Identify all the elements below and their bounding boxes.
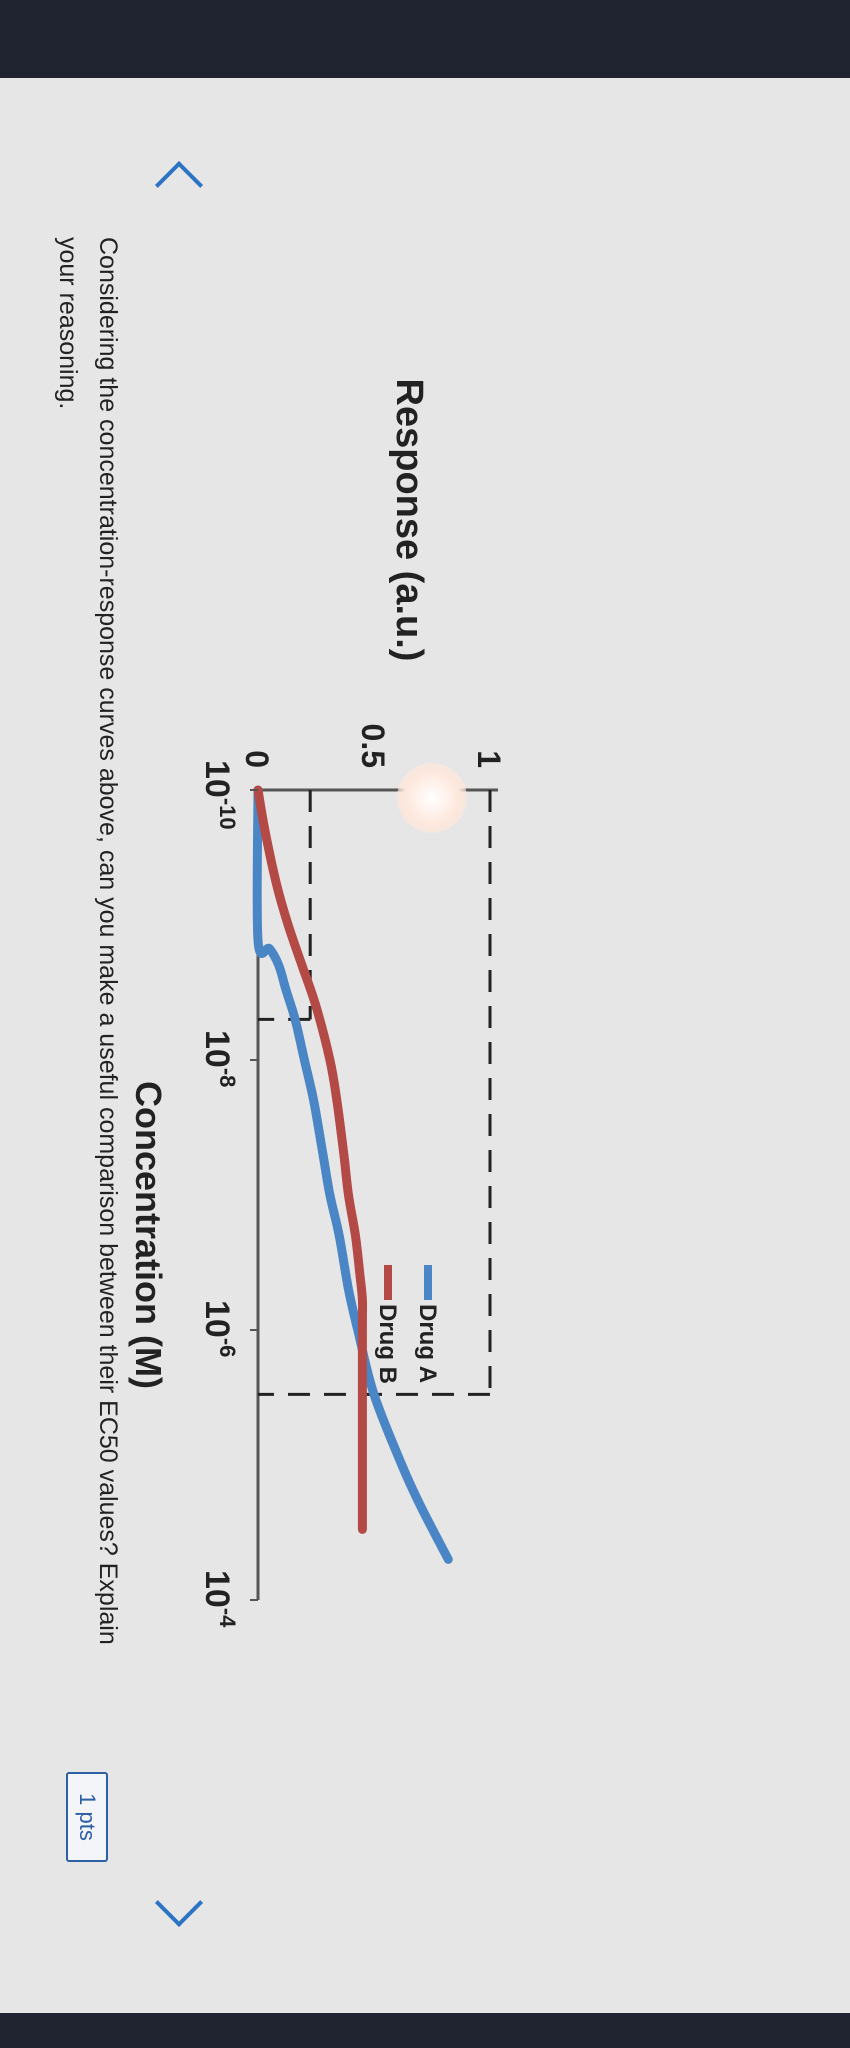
y-tick-label: 1 bbox=[471, 750, 507, 768]
next-question-button[interactable] bbox=[150, 1878, 210, 1940]
chart-ticks: 10-10 10-8 10-6 10-4 0 0.5 1 Concentration (M) R… bbox=[128, 379, 507, 1629]
y-tick-label: 0 bbox=[239, 750, 275, 768]
legend-label: Drug B bbox=[374, 1304, 401, 1384]
y-axis-label: Response (a.u.) bbox=[388, 379, 430, 662]
x-tick-label: 10-8 bbox=[198, 1030, 240, 1087]
chart-series bbox=[252, 785, 453, 1564]
quiz-screen bbox=[0, 78, 850, 2013]
y-tick-label: 0.5 bbox=[355, 724, 391, 768]
x-tick-label: 10-4 bbox=[198, 1570, 240, 1628]
points-badge: 1 pts bbox=[66, 1772, 108, 1862]
x-tick-label: 10-10 bbox=[198, 760, 240, 830]
chevron-right-icon bbox=[154, 1878, 204, 1928]
x-axis-label: Concentration (M) bbox=[128, 1081, 169, 1389]
chart-legend: Drug A Drug B bbox=[374, 1265, 441, 1384]
question-text: Considering the concentration-response c… bbox=[54, 237, 122, 1645]
chevron-left-icon bbox=[154, 160, 204, 210]
previous-question-button[interactable] bbox=[150, 150, 210, 210]
series-line-drug-b bbox=[253, 785, 368, 1534]
chart-axes bbox=[256, 788, 498, 1600]
legend-label: Drug A bbox=[414, 1304, 441, 1383]
x-tick-label: 10-6 bbox=[198, 1300, 240, 1357]
series-line-drug-a bbox=[252, 785, 453, 1564]
